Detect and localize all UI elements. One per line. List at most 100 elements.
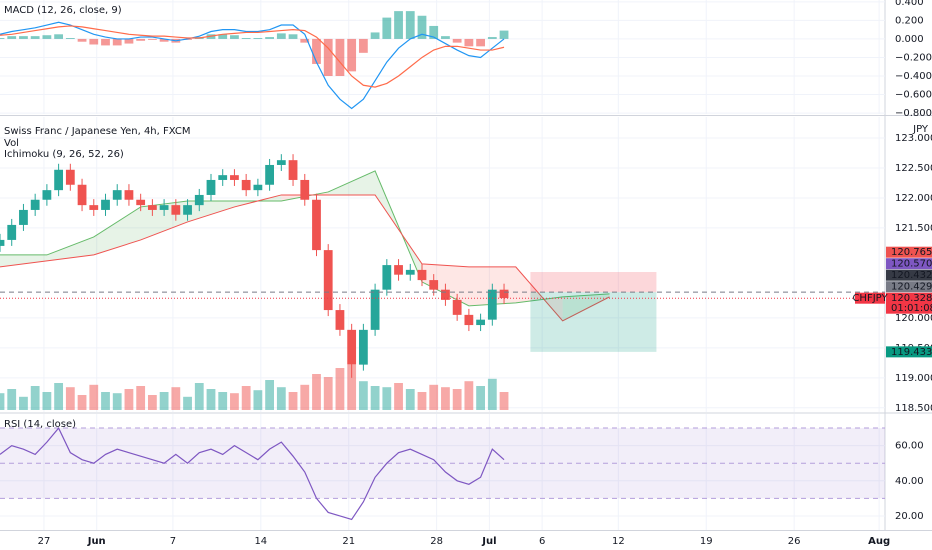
ichimoku-title: Ichimoku (9, 26, 52, 26) [4, 149, 124, 160]
histogram-bar [218, 34, 228, 39]
candle-body [218, 175, 228, 180]
volume-bar [0, 393, 5, 410]
volume-bar [136, 386, 146, 410]
candle-body [405, 269, 415, 275]
histogram-bar [77, 38, 87, 42]
histogram-bar [499, 30, 509, 39]
histogram-bar [65, 38, 75, 39]
x-tick-label: 14 [254, 536, 267, 547]
candle-body [441, 289, 450, 300]
histogram-bar [276, 33, 286, 39]
candle-body [241, 179, 251, 191]
rsi-line [0, 426, 505, 521]
volume-bar [206, 389, 216, 410]
macd-line [0, 21, 505, 110]
volume-bar [347, 365, 357, 410]
histogram-bar [452, 38, 462, 43]
histogram-bar [441, 36, 450, 39]
price-label-box [886, 346, 932, 358]
cloud [0, 254, 47, 267]
volume-bar [171, 387, 181, 410]
price-label: 120.328 [891, 293, 932, 304]
candle-body [136, 199, 146, 206]
candle-body [65, 169, 75, 185]
volume-bar [183, 396, 192, 410]
volume-bar [335, 368, 345, 410]
volume-bar [417, 392, 427, 410]
cloud [328, 170, 376, 195]
histogram-bar [405, 11, 415, 39]
volume-bar [265, 380, 274, 410]
x-tick-label: 28 [430, 536, 443, 547]
countdown: 01:01:08 [891, 303, 932, 314]
volume-bar [101, 392, 110, 410]
cloud [562, 293, 610, 321]
price-label: 120.432 [891, 270, 932, 281]
y-tick-label: 20.00 [895, 511, 924, 522]
candle-body [347, 329, 357, 365]
candle-body [54, 169, 64, 191]
price-label: 120.429 [891, 282, 932, 293]
histogram-bar [0, 38, 5, 39]
y-tick-label: 122.500 [895, 163, 932, 174]
histogram-bar [464, 38, 474, 47]
histogram-bar [476, 38, 485, 47]
histogram-bar [136, 38, 146, 41]
candle-body [476, 319, 485, 326]
price-label-box [886, 258, 932, 270]
volume-title: Vol [4, 138, 19, 149]
histogram-bar [265, 37, 274, 39]
y-tick-label: −0.800 [895, 108, 932, 119]
price-label-box [886, 269, 932, 281]
stop-zone [530, 271, 657, 293]
x-tick-label: 6 [539, 536, 545, 547]
volume-bar [194, 383, 204, 410]
candle-body [194, 194, 204, 206]
y-tick-label: −0.600 [895, 90, 932, 101]
cloud [46, 236, 94, 261]
candle-body [19, 209, 28, 225]
histogram-bar [370, 32, 380, 39]
candle-body [42, 190, 52, 200]
candle-body [429, 280, 439, 290]
x-tick-label: 26 [788, 536, 801, 547]
volume-bar [405, 389, 415, 410]
volume-bar [124, 389, 134, 410]
volume-bar [429, 384, 439, 410]
volume-bar [382, 387, 392, 410]
candle-body [394, 265, 403, 275]
x-tick-label: Aug [868, 536, 890, 547]
cloud [93, 206, 141, 255]
volume-bar [288, 392, 298, 410]
volume-bar [370, 386, 380, 410]
volume-bar [147, 395, 157, 410]
candle-body [300, 179, 310, 200]
volume-bar [487, 378, 497, 410]
candle-body [276, 160, 286, 165]
histogram-bar [124, 38, 134, 44]
volume-bar [476, 386, 485, 410]
histogram-bar [358, 38, 368, 53]
price-label: 120.570 [891, 259, 932, 270]
candle-body [312, 199, 321, 251]
candle-body [89, 205, 99, 210]
x-tick-label: 7 [170, 536, 176, 547]
candle-body [464, 314, 474, 326]
y-tick-label: 0.000 [895, 34, 924, 45]
volume-bar [241, 386, 251, 410]
currency-unit: JPY [912, 124, 929, 135]
candle-body [452, 299, 462, 315]
x-tick-label: 19 [700, 536, 713, 547]
candle-body [183, 205, 192, 215]
x-tick-label: 12 [612, 536, 625, 547]
histogram-bar [323, 38, 333, 76]
histogram-bar [429, 25, 439, 39]
candle-body [77, 184, 87, 206]
volume-bar [312, 374, 321, 410]
volume-bar [253, 390, 263, 410]
histogram-bar [347, 38, 357, 72]
macd-line [0, 25, 505, 88]
volume-bar [218, 392, 228, 410]
volume-bar [112, 393, 122, 410]
